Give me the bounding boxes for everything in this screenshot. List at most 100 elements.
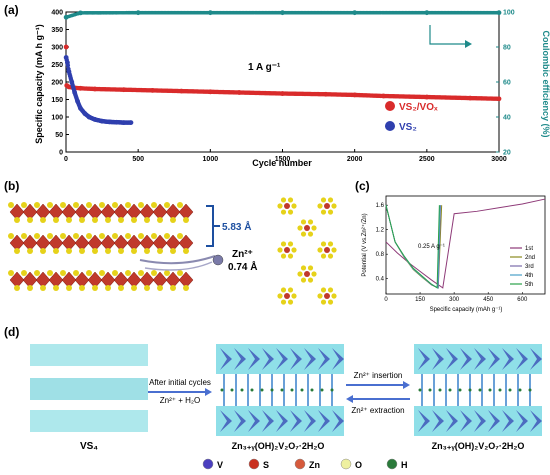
chart-a-data-point <box>121 120 127 125</box>
chart-c-line-1st <box>385 198 546 289</box>
polyhedron <box>290 410 302 432</box>
chart-a-data-point <box>69 79 75 85</box>
sulfur-atom <box>8 233 14 239</box>
vanadium-atom <box>324 203 330 209</box>
sulfur-atom <box>311 271 317 277</box>
polyhedron <box>262 348 274 370</box>
structure-layer <box>216 344 344 374</box>
chart-a-data-point <box>78 10 83 16</box>
sulfur-atom <box>291 247 297 253</box>
end-view-unit <box>317 197 337 215</box>
sulfur-atom <box>327 287 334 293</box>
vs4-layer-1 <box>30 344 148 366</box>
sulfur-atom <box>277 247 283 253</box>
chart-a-y2-tick-label: 40 <box>503 115 511 122</box>
chart-c-legend-label: 4th <box>525 273 533 279</box>
sulfur-atom <box>331 203 337 209</box>
chart-a-data-point <box>236 90 242 95</box>
sulfur-atom <box>157 285 163 291</box>
chart-a-y-ticks: 0 50 100 150 200 250 300 350 400 <box>51 10 69 157</box>
water-atom <box>300 388 304 392</box>
sulfur-atom <box>170 285 176 291</box>
chart-a-data-point <box>121 87 127 93</box>
efficiency-arrow <box>429 25 465 45</box>
sulfur-atom <box>125 233 131 239</box>
chart-a-x-tick-label: 1000 <box>203 156 219 163</box>
polyhedron <box>318 348 330 370</box>
panel-label-a: (a) <box>4 3 19 17</box>
chart-a-data-point <box>114 119 119 125</box>
structure-layer <box>216 406 344 436</box>
sulfur-atom <box>144 285 150 291</box>
sulfur-atom <box>66 217 72 223</box>
polyhedron <box>276 348 288 370</box>
atom-legend-swatch <box>248 458 260 470</box>
water-atom <box>498 388 502 392</box>
chart-c-x-tick-label: 150 <box>415 297 426 303</box>
chart-a-y-tick-label: 0 <box>59 150 63 157</box>
sulfur-atom <box>8 270 14 276</box>
chart-c-line-5th <box>385 205 440 289</box>
water-atom <box>270 388 274 392</box>
chart-a-x-ticks: 0 500 1000 1500 2000 2500 3000 <box>64 149 507 163</box>
atom-legend: V S Zn O H <box>202 458 408 470</box>
polyhedron <box>290 348 302 370</box>
water-atom <box>310 388 314 392</box>
chart-a-data-point <box>179 88 184 94</box>
arrow-after-cycles-bottom: Zn²⁺ + H₂O <box>160 396 200 405</box>
chart-a-y-tick-label: 50 <box>55 132 63 139</box>
chart-a-y-tick-label: 250 <box>51 62 63 69</box>
sulfur-atom <box>320 299 327 305</box>
chart-a-data-point <box>352 10 358 16</box>
sulfur-atom <box>287 197 294 203</box>
sulfur-atom <box>34 202 40 208</box>
chart-a-x-tick-label: 2000 <box>347 156 363 163</box>
sulfur-atom <box>105 217 111 223</box>
sulfur-atom <box>287 299 294 305</box>
chart-a-y2-tick-label: 100 <box>503 10 515 17</box>
vs4-layer-3 <box>30 410 148 432</box>
sulfur-atom <box>280 287 287 293</box>
chart-a-x-tick-label: 2500 <box>419 156 435 163</box>
chart-a-data-point <box>99 118 105 124</box>
water-atom <box>428 388 432 392</box>
schematic-d: After initial cycles Zn²⁺ + H₂O Zn²⁺ ins… <box>30 344 542 470</box>
chart-a-y-tick-label: 200 <box>51 80 63 87</box>
chart-a-x-tick-label: 3000 <box>491 156 507 163</box>
sulfur-atom <box>291 203 297 209</box>
chart-a-data-point <box>128 120 134 125</box>
polyhedron <box>418 348 430 370</box>
water-atom <box>488 388 492 392</box>
octahedron <box>178 234 194 252</box>
sulfur-atom <box>60 270 66 276</box>
legend-marker-vs2-vox <box>385 101 395 111</box>
layer-end-view <box>277 197 337 305</box>
chart-a-y2-label: Coulombic efficiency (%) <box>541 30 550 137</box>
polyhedron <box>418 410 430 432</box>
sulfur-atom <box>60 202 66 208</box>
sulfur-atom <box>86 233 92 239</box>
sulfur-atom <box>277 293 283 299</box>
polyhedron <box>502 410 514 432</box>
vanadium-atom <box>284 247 290 253</box>
sulfur-atom <box>125 270 131 276</box>
chart-a-x-tick-label: 1500 <box>275 156 291 163</box>
chart-a-y-tick-label: 150 <box>51 97 63 104</box>
chart-c-legend-label: 1st <box>525 246 533 252</box>
sulfur-atom <box>300 265 307 271</box>
water-atom <box>290 388 294 392</box>
chart-c-legend-label: 2nd <box>525 255 535 261</box>
sulfur-atom <box>53 217 59 223</box>
polyhedron <box>460 410 472 432</box>
sulfur-atom <box>287 287 294 293</box>
polyhedron <box>262 410 274 432</box>
sulfur-atom <box>118 285 124 291</box>
sulfur-atom <box>112 202 118 208</box>
sulfur-atom <box>99 270 105 276</box>
polyhedron <box>332 410 344 432</box>
chart-a-data-point <box>92 117 98 122</box>
polyhedron <box>220 348 232 370</box>
sulfur-atom <box>47 202 53 208</box>
zn-ion-label: Zn²⁺ <box>232 249 253 260</box>
